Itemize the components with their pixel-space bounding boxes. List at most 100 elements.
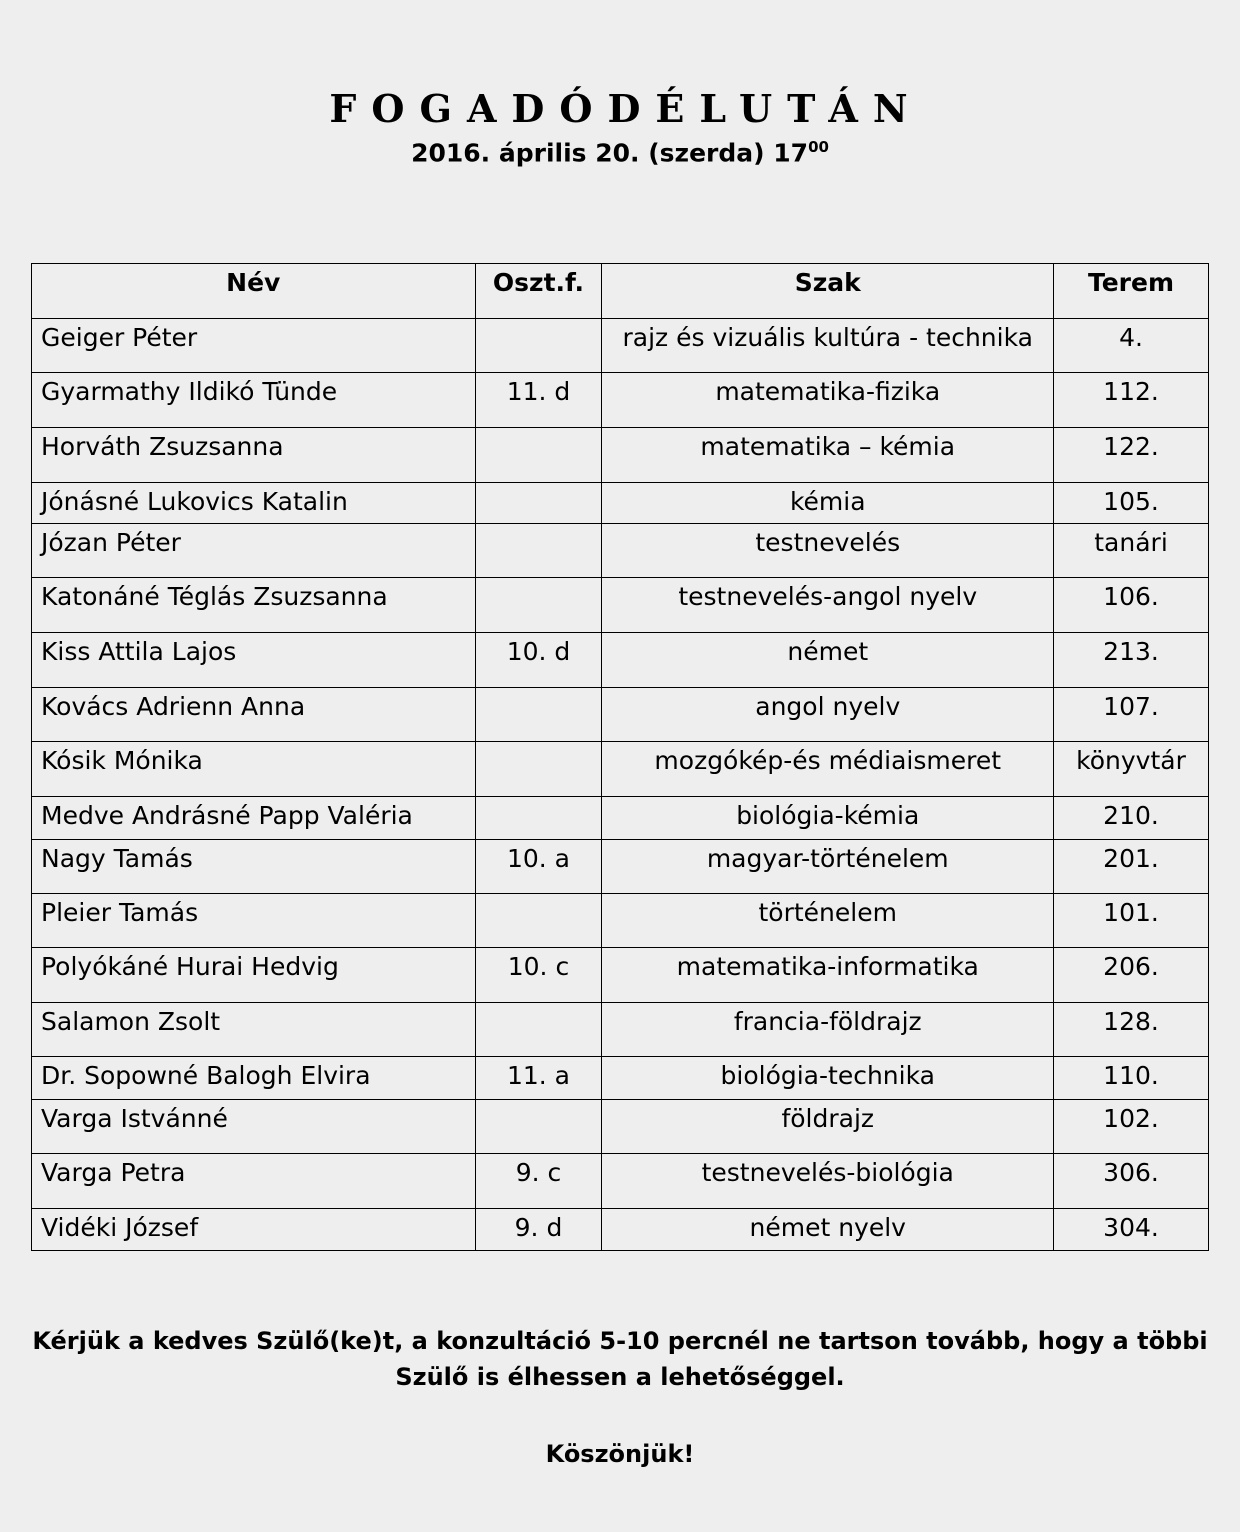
cell-subject: francia-földrajz — [601, 1002, 1055, 1057]
cell-class — [474, 741, 603, 797]
cell-class — [474, 1099, 603, 1154]
cell-class: 11. d — [474, 372, 603, 428]
table-row: Nagy Tamás 10. a magyar-történelem 201. — [31, 839, 1209, 894]
table-row: Varga Petra 9. c testnevelés-biológia 306. — [31, 1153, 1209, 1209]
cell-class: 9. d — [474, 1208, 603, 1251]
cell-name: Salamon Zsolt — [31, 1002, 476, 1057]
cell-name: Kósik Mónika — [31, 741, 476, 797]
event-date: 2016. április 20. (szerda) 1700 — [0, 138, 1240, 167]
cell-room: tanári — [1053, 523, 1209, 578]
cell-subject: matematika-fizika — [601, 372, 1055, 428]
event-time-minutes: 00 — [808, 138, 829, 156]
cell-name: Varga Istvánné — [31, 1099, 476, 1154]
cell-class — [474, 893, 603, 948]
cell-name: Pleier Tamás — [31, 893, 476, 948]
cell-name: Katonáné Téglás Zsuzsanna — [31, 577, 476, 633]
table-row: Geiger Péter rajz és vizuális kultúra - t… — [31, 318, 1209, 373]
notice-text: Kérjük a kedves Szülő(ke)t, a konzultáci… — [0, 1323, 1240, 1395]
table-row: Horváth Zsuzsanna matematika – kémia 122. — [31, 427, 1209, 483]
table-row: Józan Péter testnevelés tanári — [31, 523, 1209, 578]
cell-room: 128. — [1053, 1002, 1209, 1057]
cell-subject: matematika – kémia — [601, 427, 1055, 483]
cell-name: Vidéki József — [31, 1208, 476, 1251]
column-header-name: Név — [31, 263, 476, 319]
cell-name: Varga Petra — [31, 1153, 476, 1209]
table-row: Kósik Mónika mozgókép-és médiaismeret köny… — [31, 741, 1209, 797]
page-title: FOGADÓDÉLUTÁN — [329, 86, 923, 131]
cell-class — [474, 577, 603, 633]
cell-room: 112. — [1053, 372, 1209, 428]
teacher-table: Név Oszt.f. Szak Terem Geiger Péter rajz … — [31, 263, 1209, 1251]
cell-class — [474, 796, 603, 840]
table-row: Vidéki József 9. d német nyelv 304. — [31, 1208, 1209, 1251]
cell-room: 106. — [1053, 577, 1209, 633]
cell-subject: kémia — [601, 482, 1055, 524]
table-row: Pleier Tamás történelem 101. — [31, 893, 1209, 948]
table-row: Kovács Adrienn Anna angol nyelv 107. — [31, 687, 1209, 742]
cell-room: 107. — [1053, 687, 1209, 742]
cell-class — [474, 427, 603, 483]
cell-subject: testnevelés — [601, 523, 1055, 578]
cell-subject: testnevelés-biológia — [601, 1153, 1055, 1209]
notice-line-2: Szülő is élhessen a lehetőséggel. — [395, 1363, 845, 1391]
cell-name: Nagy Tamás — [31, 839, 476, 894]
cell-name: Horváth Zsuzsanna — [31, 427, 476, 483]
table-row: Polyókáné Hurai Hedvig 10. c matematika-in… — [31, 947, 1209, 1003]
cell-class — [474, 1002, 603, 1057]
cell-subject: biológia-technika — [601, 1056, 1055, 1100]
cell-subject: történelem — [601, 893, 1055, 948]
cell-class: 10. d — [474, 632, 603, 688]
table-header-row: Név Oszt.f. Szak Terem — [31, 263, 1209, 319]
cell-subject: német — [601, 632, 1055, 688]
cell-name: Geiger Péter — [31, 318, 476, 373]
cell-room: 102. — [1053, 1099, 1209, 1154]
column-header-subject: Szak — [601, 263, 1055, 319]
cell-subject: német nyelv — [601, 1208, 1055, 1251]
table-row: Medve Andrásné Papp Valéria biológia-kémi… — [31, 796, 1209, 840]
cell-room: 201. — [1053, 839, 1209, 894]
thanks-text: Köszönjük! — [545, 1440, 695, 1468]
cell-room: 304. — [1053, 1208, 1209, 1251]
cell-name: Polyókáné Hurai Hedvig — [31, 947, 476, 1003]
cell-subject: magyar-történelem — [601, 839, 1055, 894]
cell-name: Gyarmathy Ildikó Tünde — [31, 372, 476, 428]
cell-name: Jónásné Lukovics Katalin — [31, 482, 476, 524]
cell-subject: mozgókép-és médiaismeret — [601, 741, 1055, 797]
cell-room: 101. — [1053, 893, 1209, 948]
cell-room: 122. — [1053, 427, 1209, 483]
cell-class — [474, 523, 603, 578]
cell-room: 210. — [1053, 796, 1209, 840]
table-row: Jónásné Lukovics Katalin kémia 105. — [31, 482, 1209, 524]
cell-subject: biológia-kémia — [601, 796, 1055, 840]
table-row: Kiss Attila Lajos 10. d német 213. — [31, 632, 1209, 688]
cell-room: 105. — [1053, 482, 1209, 524]
cell-class: 10. c — [474, 947, 603, 1003]
cell-room: 4. — [1053, 318, 1209, 373]
column-header-class: Oszt.f. — [474, 263, 603, 319]
cell-subject: testnevelés-angol nyelv — [601, 577, 1055, 633]
cell-subject: földrajz — [601, 1099, 1055, 1154]
cell-name: Dr. Sopowné Balogh Elvira — [31, 1056, 476, 1100]
cell-name: Kovács Adrienn Anna — [31, 687, 476, 742]
cell-class — [474, 318, 603, 373]
table-row: Gyarmathy Ildikó Tünde 11. d matematika-fi… — [31, 372, 1209, 428]
cell-subject: matematika-informatika — [601, 947, 1055, 1003]
column-header-room: Terem — [1053, 263, 1209, 319]
table-row: Salamon Zsolt francia-földrajz 128. — [31, 1002, 1209, 1057]
cell-room: 110. — [1053, 1056, 1209, 1100]
cell-name: Medve Andrásné Papp Valéria — [31, 796, 476, 840]
cell-room: 206. — [1053, 947, 1209, 1003]
cell-name: Kiss Attila Lajos — [31, 632, 476, 688]
cell-name: Józan Péter — [31, 523, 476, 578]
table-row: Varga Istvánné földrajz 102. — [31, 1099, 1209, 1154]
cell-class: 11. a — [474, 1056, 603, 1100]
cell-class: 10. a — [474, 839, 603, 894]
cell-class — [474, 482, 603, 524]
cell-class — [474, 687, 603, 742]
table-row: Katonáné Téglás Zsuzsanna testnevelés-ang… — [31, 577, 1209, 633]
cell-room: 213. — [1053, 632, 1209, 688]
event-date-text: 2016. április 20. (szerda) 17 — [411, 138, 809, 168]
cell-room: könyvtár — [1053, 741, 1209, 797]
cell-subject: rajz és vizuális kultúra - technika — [601, 318, 1055, 373]
cell-subject: angol nyelv — [601, 687, 1055, 742]
